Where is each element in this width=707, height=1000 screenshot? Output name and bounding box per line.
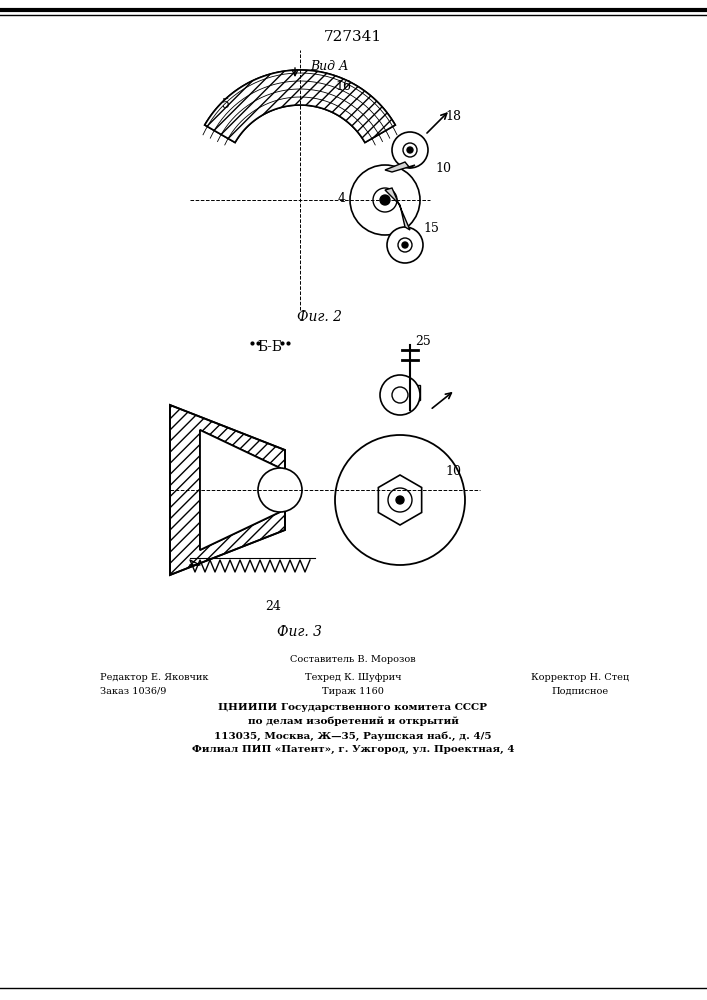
Circle shape [398, 238, 412, 252]
Text: 18: 18 [445, 110, 461, 123]
Text: Б-Б: Б-Б [257, 340, 283, 354]
FancyBboxPatch shape [400, 385, 420, 400]
Text: 4: 4 [338, 192, 346, 205]
Circle shape [335, 435, 465, 565]
Circle shape [388, 488, 412, 512]
Text: 25: 25 [415, 335, 431, 348]
Text: Вид А: Вид А [310, 60, 349, 73]
Text: 10: 10 [435, 162, 451, 175]
Circle shape [387, 227, 423, 263]
Text: 15: 15 [423, 222, 439, 235]
Text: Техред К. Шуфрич: Техред К. Шуфрич [305, 673, 402, 682]
Text: 113035, Москва, Ж—35, Раушская наб., д. 4/5: 113035, Москва, Ж—35, Раушская наб., д. … [214, 731, 492, 741]
Text: Фиг. 2: Фиг. 2 [298, 310, 342, 324]
Text: Редактор Е. Яковчик: Редактор Е. Яковчик [100, 673, 209, 682]
Polygon shape [205, 70, 395, 142]
Circle shape [258, 468, 302, 512]
Polygon shape [200, 430, 280, 550]
Circle shape [407, 147, 413, 153]
Text: Тираж 1160: Тираж 1160 [322, 687, 384, 696]
Polygon shape [200, 430, 280, 550]
Circle shape [373, 188, 397, 212]
Text: ЦНИИПИ Государственного комитета СССР: ЦНИИПИ Государственного комитета СССР [218, 703, 488, 712]
Text: Заказ 1036/9: Заказ 1036/9 [100, 687, 166, 696]
Polygon shape [170, 405, 285, 575]
Circle shape [380, 375, 420, 415]
Text: Подписное: Подписное [551, 687, 609, 696]
Text: 5: 5 [222, 98, 230, 111]
Text: 10: 10 [445, 465, 461, 478]
Circle shape [403, 143, 417, 157]
Polygon shape [385, 188, 410, 230]
Circle shape [350, 165, 420, 235]
Polygon shape [205, 70, 395, 142]
Text: по делам изобретений и открытий: по делам изобретений и открытий [247, 717, 458, 726]
Circle shape [392, 132, 428, 168]
Circle shape [396, 496, 404, 504]
Text: Фиг. 3: Фиг. 3 [278, 625, 322, 639]
Text: Составитель В. Морозов: Составитель В. Морозов [290, 655, 416, 664]
Text: 24: 24 [265, 600, 281, 613]
Circle shape [402, 242, 408, 248]
Polygon shape [385, 162, 415, 172]
Polygon shape [378, 475, 421, 525]
Circle shape [380, 195, 390, 205]
Text: Корректор Н. Стец: Корректор Н. Стец [531, 673, 629, 682]
Text: 727341: 727341 [324, 30, 382, 44]
Circle shape [392, 387, 408, 403]
Text: 16: 16 [335, 80, 351, 93]
Text: Филиал ПИП «Патент», г. Ужгород, ул. Проектная, 4: Филиал ПИП «Патент», г. Ужгород, ул. Про… [192, 745, 514, 754]
